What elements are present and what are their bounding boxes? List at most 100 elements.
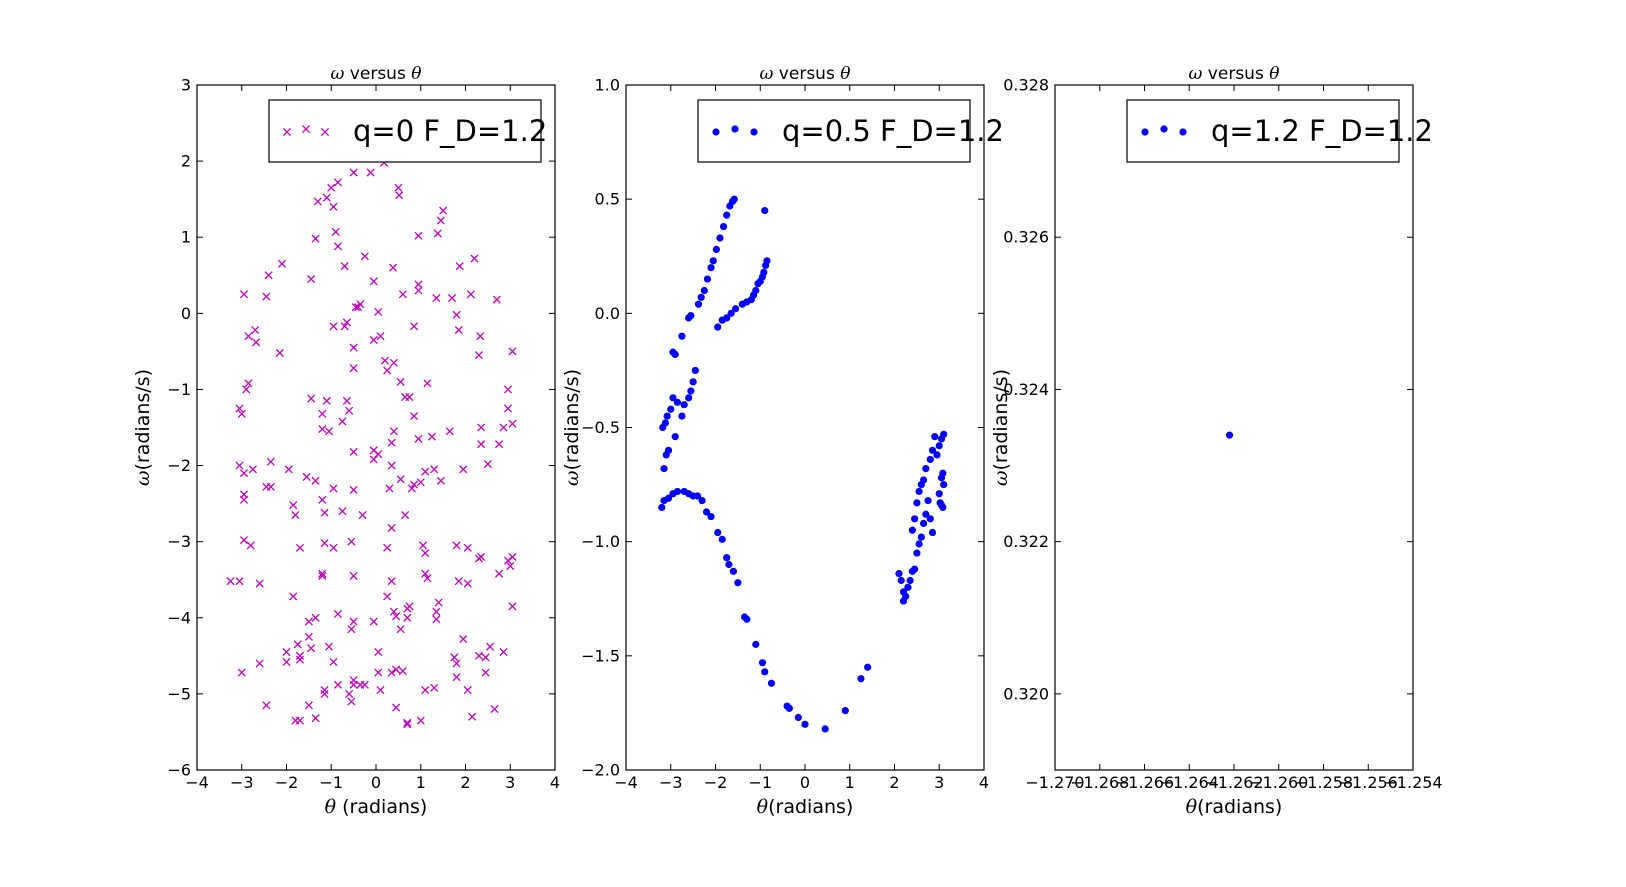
legend-box xyxy=(1126,99,1400,163)
data-point xyxy=(295,651,304,660)
data-point xyxy=(246,541,255,550)
data-point xyxy=(667,405,675,413)
data-point xyxy=(333,242,343,251)
x-axis-label: θ(radians) xyxy=(757,796,854,818)
y-tick-label: 2 xyxy=(181,152,191,171)
data-point xyxy=(289,592,298,601)
data-point xyxy=(366,168,375,177)
y-tick-label: 1.0 xyxy=(595,76,620,95)
y-axis-label: ω(radians/s) xyxy=(132,369,154,486)
data-point xyxy=(338,507,347,516)
plot-area xyxy=(197,85,555,770)
title-omega-symbol: ω xyxy=(760,64,774,84)
data-point xyxy=(678,332,686,340)
data-point xyxy=(387,438,396,447)
x-tick-label: 0 xyxy=(800,773,810,792)
legend-label: q=0 F_D=1.2 xyxy=(353,114,547,148)
data-point xyxy=(499,647,508,657)
data-point xyxy=(262,292,271,301)
data-point xyxy=(738,300,746,308)
data-point xyxy=(926,455,934,464)
x-label-text: (radians) xyxy=(336,796,427,818)
data-point xyxy=(322,193,331,202)
x-tick-label: −1.254 xyxy=(1383,773,1442,792)
data-point xyxy=(702,508,711,516)
data-point xyxy=(235,461,244,470)
data-point xyxy=(389,607,398,616)
y-tick-label: 3 xyxy=(181,76,191,95)
data-point xyxy=(369,617,378,626)
data-point xyxy=(374,647,383,657)
data-point xyxy=(383,592,392,601)
data-point xyxy=(761,206,769,215)
data-point xyxy=(902,592,910,601)
data-point xyxy=(421,467,430,476)
legend-marker xyxy=(712,128,720,136)
data-point xyxy=(414,280,423,289)
data-point xyxy=(320,686,329,695)
data-point xyxy=(333,178,343,187)
data-point xyxy=(398,666,407,676)
data-point xyxy=(349,571,358,580)
data-point xyxy=(295,655,304,664)
title-text: versus xyxy=(344,64,411,84)
data-point xyxy=(508,419,517,428)
data-point xyxy=(503,385,513,394)
x-tick-label: −1.266 xyxy=(1115,773,1174,792)
y-tick-label: −6 xyxy=(167,761,191,780)
data-point xyxy=(673,398,682,406)
x-tick-label: −4 xyxy=(614,773,638,792)
data-point xyxy=(714,528,722,537)
title-theta-symbol: θ xyxy=(411,64,421,84)
data-point xyxy=(302,472,311,482)
data-point xyxy=(318,571,327,580)
data-point xyxy=(340,322,349,331)
data-point xyxy=(349,485,358,494)
x-tick-label: −1.270 xyxy=(1025,773,1084,792)
data-point xyxy=(307,275,316,284)
data-point xyxy=(320,508,329,517)
data-point xyxy=(349,343,358,352)
data-point xyxy=(407,484,416,493)
axis-ticks: −4 −3 −2 −1 0 1 2 3 4 −2.0 −1.5 −1.0 −0.5 0.0 0.5 1.0 xyxy=(581,76,989,793)
data-point xyxy=(318,569,327,578)
plot-area xyxy=(1055,85,1413,770)
data-point xyxy=(935,442,943,450)
data-point xyxy=(262,701,271,710)
data-point xyxy=(255,659,264,668)
y-label-text: (radians/s) xyxy=(990,369,1012,471)
y-label-text: (radians/s) xyxy=(561,369,583,471)
data-point xyxy=(376,686,385,695)
data-point xyxy=(685,314,693,322)
data-point xyxy=(694,492,702,500)
data-point xyxy=(729,567,738,575)
title-omega-symbol: ω xyxy=(1189,64,1203,84)
data-point xyxy=(403,613,412,622)
data-point xyxy=(349,168,358,177)
data-point xyxy=(922,510,930,518)
data-point xyxy=(380,356,390,365)
chart-title: ω versus θ xyxy=(331,64,422,84)
data-point xyxy=(495,440,504,449)
legend-label: q=1.2 F_D=1.2 xyxy=(1211,114,1433,148)
data-point xyxy=(239,469,249,478)
data-point xyxy=(454,326,463,335)
data-point xyxy=(732,305,740,313)
data-point xyxy=(459,635,468,644)
data-point xyxy=(427,432,436,441)
x-tick-label: 1 xyxy=(416,773,426,792)
data-point xyxy=(320,539,329,548)
x-tick-label: −1.256 xyxy=(1339,773,1398,792)
data-point xyxy=(432,615,441,624)
data-point xyxy=(237,668,246,677)
data-point xyxy=(723,211,731,219)
data-point xyxy=(289,501,298,510)
data-point xyxy=(392,612,401,621)
x-label-symbol: θ xyxy=(757,796,769,818)
data-point xyxy=(490,705,499,714)
data-point xyxy=(295,716,304,725)
data-point xyxy=(452,310,461,319)
data-point xyxy=(1225,431,1234,439)
x-tick-label: −3 xyxy=(659,773,683,792)
legend-box xyxy=(697,99,971,163)
